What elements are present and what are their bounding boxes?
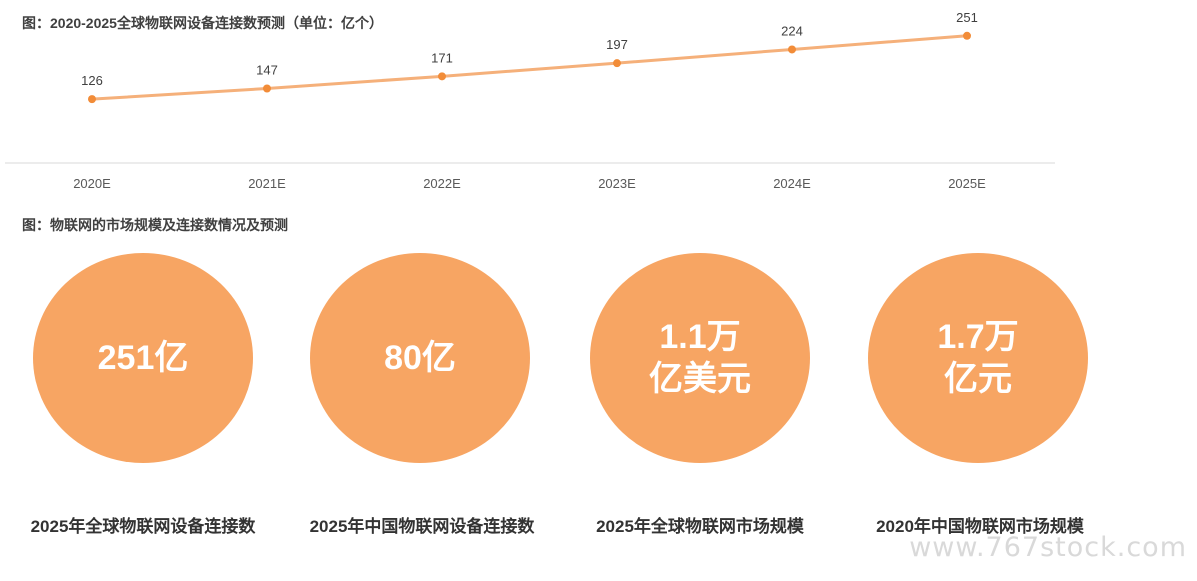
stat-caption: 2025年全球物联网市场规模 <box>596 517 804 536</box>
data-label: 197 <box>606 37 628 52</box>
stat-circle-global-connections: 251亿 <box>33 253 253 463</box>
stat-caption: 2025年全球物联网设备连接数 <box>30 517 256 536</box>
stat-value-line1: 1.1万 <box>659 318 741 356</box>
data-label: 126 <box>81 73 103 88</box>
data-point <box>788 45 796 54</box>
x-tick-label: 2025E <box>948 176 986 191</box>
stats-section-title: 图：物联网的市场规模及连接数情况及预测 <box>22 217 288 233</box>
x-tick-label: 2020E <box>73 176 111 191</box>
stat-value: 80亿 <box>384 339 456 377</box>
data-label: 147 <box>256 62 278 77</box>
x-tick-label: 2021E <box>248 176 286 191</box>
data-point <box>613 59 621 68</box>
stat-value-line2: 亿元 <box>944 360 1012 398</box>
data-point <box>263 84 271 93</box>
data-label: 251 <box>956 10 978 25</box>
watermark: www.767stock.com <box>909 532 1187 563</box>
stat-value-line1: 1.7万 <box>937 318 1019 356</box>
stat-value: 251亿 <box>97 339 189 377</box>
x-tick-label: 2022E <box>423 176 461 191</box>
x-tick-label: 2023E <box>598 176 636 191</box>
data-point <box>438 72 446 81</box>
data-label: 171 <box>431 50 453 65</box>
data-point <box>88 95 96 104</box>
data-point <box>963 31 971 40</box>
data-label: 224 <box>781 23 803 38</box>
stat-caption: 2020年中国物联网市场规模 <box>876 517 1084 536</box>
series-line <box>91 34 968 101</box>
x-tick-label: 2024E <box>773 176 811 191</box>
line-chart: 126 147 171 197 224 251 2020E 2021E 2022E 2023E 20… <box>5 10 1055 191</box>
stat-circle-china-connections: 80亿 <box>310 253 530 463</box>
stat-circle-global-market: 1.1万 亿美元 <box>590 253 810 463</box>
stat-caption: 2025年中国物联网设备连接数 <box>309 517 535 536</box>
line-chart-title: 图：2020-2025全球物联网设备连接数预测（单位：亿个） <box>22 15 383 31</box>
stat-circle-china-market: 1.7万 亿元 <box>868 253 1088 463</box>
stat-value-line2: 亿美元 <box>649 360 751 398</box>
